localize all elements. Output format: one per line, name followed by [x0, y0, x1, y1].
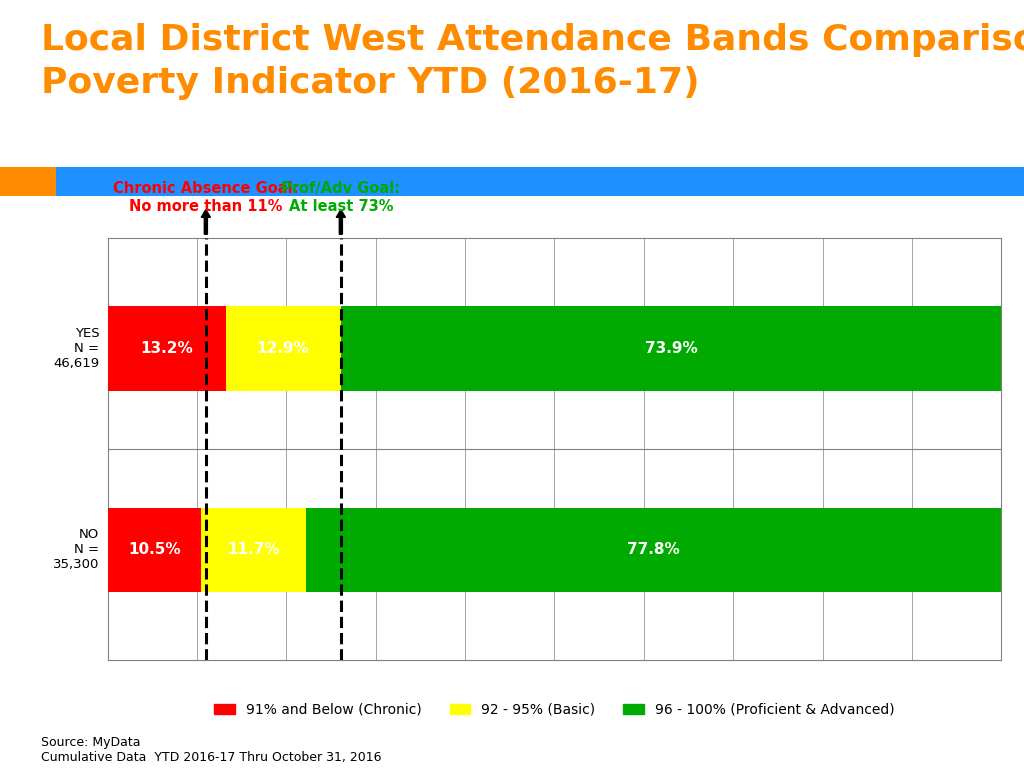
Text: Chronic Absence Goal:: Chronic Absence Goal:	[113, 180, 299, 196]
Text: At least 73%: At least 73%	[289, 198, 393, 214]
Bar	[202, 508, 306, 592]
Bar	[108, 306, 225, 391]
Text: Local District West Attendance Bands Comparison  by
Poverty Indicator YTD (2016-: Local District West Attendance Bands Com…	[41, 23, 1024, 101]
Bar	[341, 306, 1001, 391]
Text: 13.2%: 13.2%	[140, 341, 193, 356]
Bar	[306, 508, 1001, 592]
Bar	[225, 306, 341, 391]
Text: 73.9%: 73.9%	[645, 341, 697, 356]
Text: Prof/Adv Goal:: Prof/Adv Goal:	[282, 180, 400, 196]
Text: 11.7%: 11.7%	[227, 542, 280, 558]
Text: 10.5%: 10.5%	[128, 542, 181, 558]
Bar	[108, 508, 202, 592]
Text: NO
N =
35,300: NO N = 35,300	[53, 528, 99, 571]
Text: 12.9%: 12.9%	[257, 341, 309, 356]
Bar	[0, 167, 56, 196]
Text: YES
N =
46,619: YES N = 46,619	[53, 327, 99, 370]
Text: No more than 11%: No more than 11%	[129, 198, 283, 214]
Text: Source: MyData
Cumulative Data  YTD 2016-17 Thru October 31, 2016: Source: MyData Cumulative Data YTD 2016-…	[41, 737, 382, 764]
Legend: 91% and Below (Chronic), 92 - 95% (Basic), 96 - 100% (Proficient & Advanced): 91% and Below (Chronic), 92 - 95% (Basic…	[209, 697, 900, 722]
Text: 77.8%: 77.8%	[628, 542, 680, 558]
